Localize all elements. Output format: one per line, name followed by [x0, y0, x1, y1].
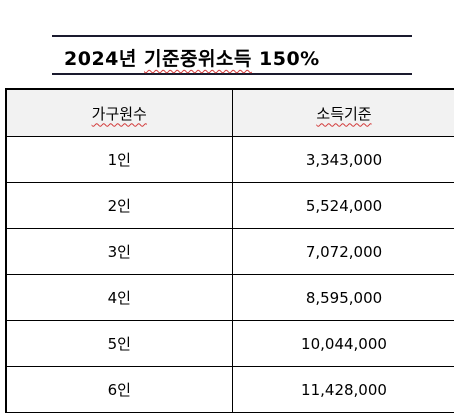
table-row: 1인 3,343,000 [7, 136, 454, 183]
header-household-size-label: 가구원수 [91, 104, 147, 123]
income-cell: 8,595,000 [232, 274, 454, 321]
title-box: 2024년 기준중위소득 150% [52, 35, 412, 75]
income-cell: 7,072,000 [232, 228, 454, 275]
income-table: 가구원수 소득기준 1인 3,343,000 2인 5,524,000 3인 7… [7, 90, 454, 413]
table-header-row: 가구원수 소득기준 [7, 90, 454, 137]
household-size-cell: 2인 [7, 182, 233, 229]
income-cell: 10,044,000 [232, 320, 454, 367]
household-size-cell: 5인 [7, 320, 233, 367]
income-cell: 11,428,000 [232, 366, 454, 413]
income-cell: 3,343,000 [232, 136, 454, 183]
household-size-cell: 6인 [7, 366, 233, 413]
title-name: 기준중위소득 [144, 48, 252, 70]
table-row: 2인 5,524,000 [7, 182, 454, 229]
header-household-size: 가구원수 [7, 90, 233, 137]
table-row: 4인 8,595,000 [7, 274, 454, 321]
table-row: 3인 7,072,000 [7, 228, 454, 275]
table-row: 6인 11,428,000 [7, 366, 454, 413]
header-income-standard: 소득기준 [232, 90, 454, 137]
household-size-cell: 3인 [7, 228, 233, 275]
title-percent: 150% [259, 48, 320, 70]
household-size-cell: 1인 [7, 136, 233, 183]
document-title: 2024년 기준중위소득 150% [64, 44, 320, 71]
title-year: 2024년 [64, 48, 137, 70]
household-size-cell: 4인 [7, 274, 233, 321]
income-cell: 5,524,000 [232, 182, 454, 229]
header-income-standard-label: 소득기준 [316, 104, 372, 123]
income-table-container: 가구원수 소득기준 1인 3,343,000 2인 5,524,000 3인 7… [5, 88, 454, 413]
table-row: 5인 10,044,000 [7, 320, 454, 367]
